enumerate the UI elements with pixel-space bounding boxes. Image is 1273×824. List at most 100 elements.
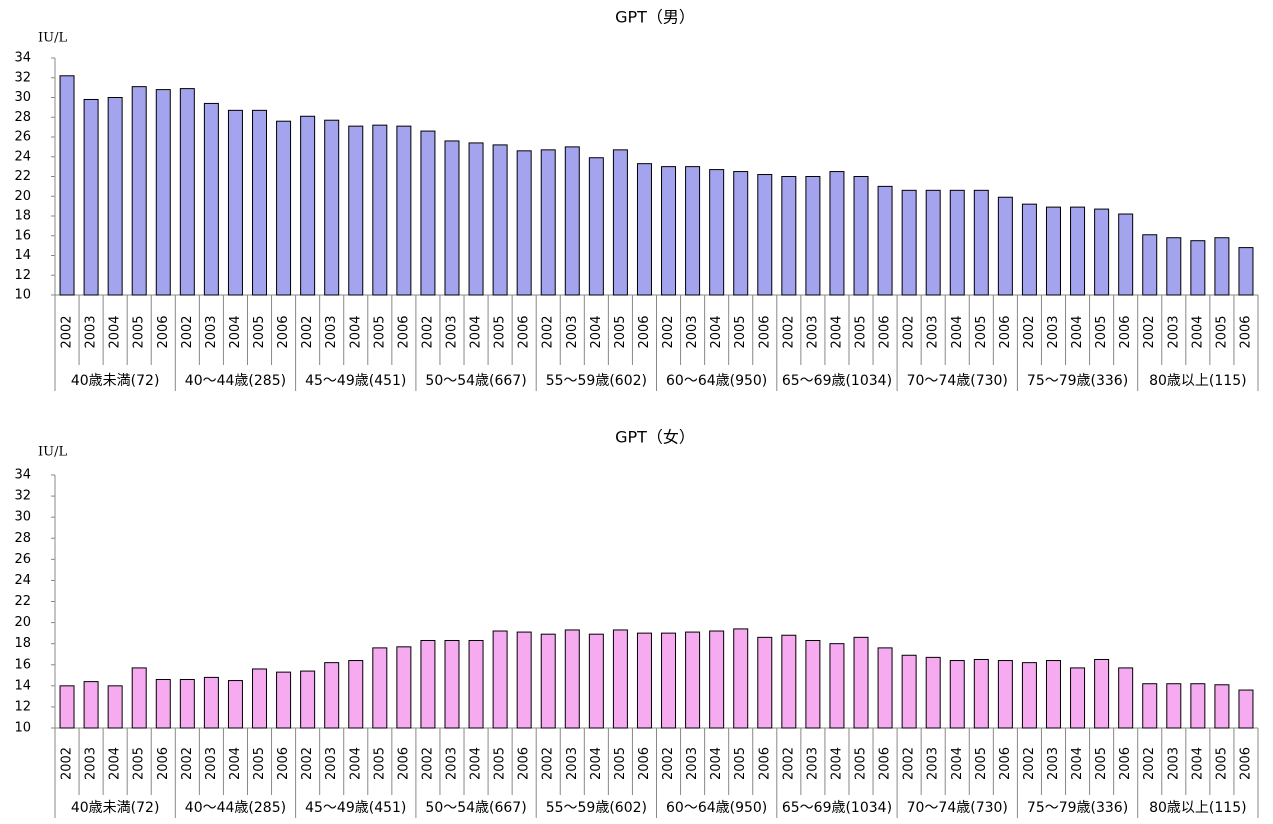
bar bbox=[396, 646, 412, 729]
bar bbox=[829, 643, 845, 729]
bar bbox=[661, 166, 677, 296]
group-label: 80歳以上(115) bbox=[1149, 373, 1246, 389]
x-tick-label: 2006 bbox=[1238, 315, 1253, 348]
bar bbox=[1166, 683, 1182, 729]
x-tick-label: 2002 bbox=[1022, 315, 1037, 348]
y-tick-label: 30 bbox=[14, 90, 31, 105]
bar bbox=[829, 171, 845, 296]
x-tick-label: 2002 bbox=[902, 747, 917, 780]
bar bbox=[131, 86, 147, 296]
x-tick-label: 2006 bbox=[156, 315, 171, 348]
x-tick-label: 2005 bbox=[252, 315, 267, 348]
x-tick-label: 2003 bbox=[204, 315, 219, 348]
x-tick-label: 2003 bbox=[685, 315, 700, 348]
x-tick-label: 2004 bbox=[348, 747, 363, 780]
x-tick-label: 2004 bbox=[1190, 747, 1205, 780]
x-tick-label: 2002 bbox=[60, 747, 75, 780]
x-tick-label: 2006 bbox=[396, 747, 411, 780]
bar bbox=[853, 176, 869, 296]
bar bbox=[901, 654, 917, 729]
bar bbox=[179, 88, 195, 296]
group-label: 75～79歳(336) bbox=[1027, 373, 1128, 389]
bar bbox=[540, 633, 556, 729]
x-tick-label: 2002 bbox=[781, 747, 796, 780]
x-tick-label: 2004 bbox=[228, 315, 243, 348]
bar bbox=[1070, 667, 1086, 729]
x-tick-label: 2005 bbox=[252, 747, 267, 780]
x-tick-label: 2002 bbox=[420, 315, 435, 348]
bar bbox=[612, 149, 628, 296]
bar bbox=[588, 633, 604, 729]
x-tick-label: 2005 bbox=[1094, 315, 1109, 348]
bar bbox=[468, 142, 484, 296]
x-tick-label: 2005 bbox=[493, 315, 508, 348]
y-tick-label: 10 bbox=[14, 721, 31, 736]
bar bbox=[420, 640, 436, 729]
bar bbox=[853, 636, 869, 729]
x-tick-label: 2006 bbox=[757, 747, 772, 780]
bar bbox=[131, 667, 147, 729]
group-label: 80歳以上(115) bbox=[1149, 800, 1246, 816]
y-tick-label: 22 bbox=[14, 594, 31, 609]
group-label: 65～69歳(1034) bbox=[782, 373, 892, 389]
x-tick-label: 2005 bbox=[1214, 315, 1229, 348]
bar bbox=[83, 681, 99, 729]
x-tick-label: 2003 bbox=[1166, 315, 1181, 348]
x-tick-label: 2003 bbox=[444, 747, 459, 780]
group-label: 40～44歳(285) bbox=[185, 800, 286, 816]
x-tick-label: 2002 bbox=[541, 747, 556, 780]
x-tick-label: 2003 bbox=[805, 315, 820, 348]
x-tick-label: 2006 bbox=[276, 315, 291, 348]
bar bbox=[396, 125, 412, 296]
x-tick-label: 2006 bbox=[1118, 747, 1133, 780]
bar bbox=[636, 163, 652, 296]
group-label: 45～49歳(451) bbox=[305, 800, 406, 816]
bar bbox=[1142, 683, 1158, 729]
bar bbox=[564, 629, 580, 729]
group-label: 55～59歳(602) bbox=[546, 373, 647, 389]
bar bbox=[757, 636, 773, 729]
x-tick-label: 2003 bbox=[565, 747, 580, 780]
x-tick-label: 2006 bbox=[396, 315, 411, 348]
bar bbox=[925, 656, 941, 729]
group-label: 50～54歳(667) bbox=[425, 800, 526, 816]
bar bbox=[709, 630, 725, 729]
y-tick-label: 18 bbox=[14, 209, 31, 224]
bar bbox=[1021, 203, 1037, 296]
bar bbox=[973, 189, 989, 296]
y-tick-label: 34 bbox=[14, 468, 31, 483]
bar bbox=[300, 115, 316, 296]
y-axis-label: IU/L bbox=[38, 445, 67, 460]
group-label: 55～59歳(602) bbox=[546, 800, 647, 816]
x-tick-label: 2004 bbox=[829, 747, 844, 780]
bar bbox=[973, 658, 989, 729]
x-tick-label: 2005 bbox=[613, 747, 628, 780]
x-tick-label: 2006 bbox=[276, 747, 291, 780]
bar bbox=[564, 146, 580, 296]
bar bbox=[1142, 234, 1158, 296]
group-label: 50～54歳(667) bbox=[425, 373, 526, 389]
bar bbox=[733, 171, 749, 296]
x-tick-label: 2005 bbox=[132, 315, 147, 348]
y-tick-label: 20 bbox=[14, 615, 31, 630]
x-tick-label: 2006 bbox=[156, 747, 171, 780]
x-tick-label: 2003 bbox=[204, 747, 219, 780]
group-label: 70～74歳(730) bbox=[907, 800, 1008, 816]
x-tick-label: 2003 bbox=[444, 315, 459, 348]
x-tick-label: 2005 bbox=[733, 747, 748, 780]
x-tick-label: 2004 bbox=[950, 315, 965, 348]
y-tick-label: 10 bbox=[14, 288, 31, 303]
bar bbox=[227, 109, 243, 296]
bar bbox=[372, 647, 388, 729]
y-tick-label: 24 bbox=[14, 573, 31, 588]
x-tick-label: 2003 bbox=[84, 747, 99, 780]
bar bbox=[1190, 683, 1206, 729]
bar bbox=[324, 119, 340, 296]
group-label: 70～74歳(730) bbox=[907, 373, 1008, 389]
x-tick-label: 2004 bbox=[1190, 315, 1205, 348]
bar bbox=[685, 631, 701, 729]
y-tick-label: 14 bbox=[14, 248, 31, 263]
y-tick-label: 32 bbox=[14, 70, 31, 85]
x-tick-label: 2003 bbox=[565, 315, 580, 348]
bar bbox=[997, 660, 1013, 729]
